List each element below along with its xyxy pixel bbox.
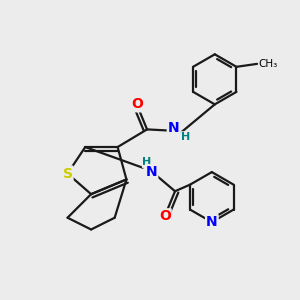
Text: H: H [142,158,152,167]
Text: O: O [159,209,171,223]
Text: H: H [181,132,190,142]
Text: N: N [206,215,218,229]
Text: O: O [131,98,143,111]
Text: S: S [63,167,73,181]
Text: CH₃: CH₃ [259,59,278,69]
Text: N: N [146,165,157,179]
Text: N: N [168,121,179,135]
